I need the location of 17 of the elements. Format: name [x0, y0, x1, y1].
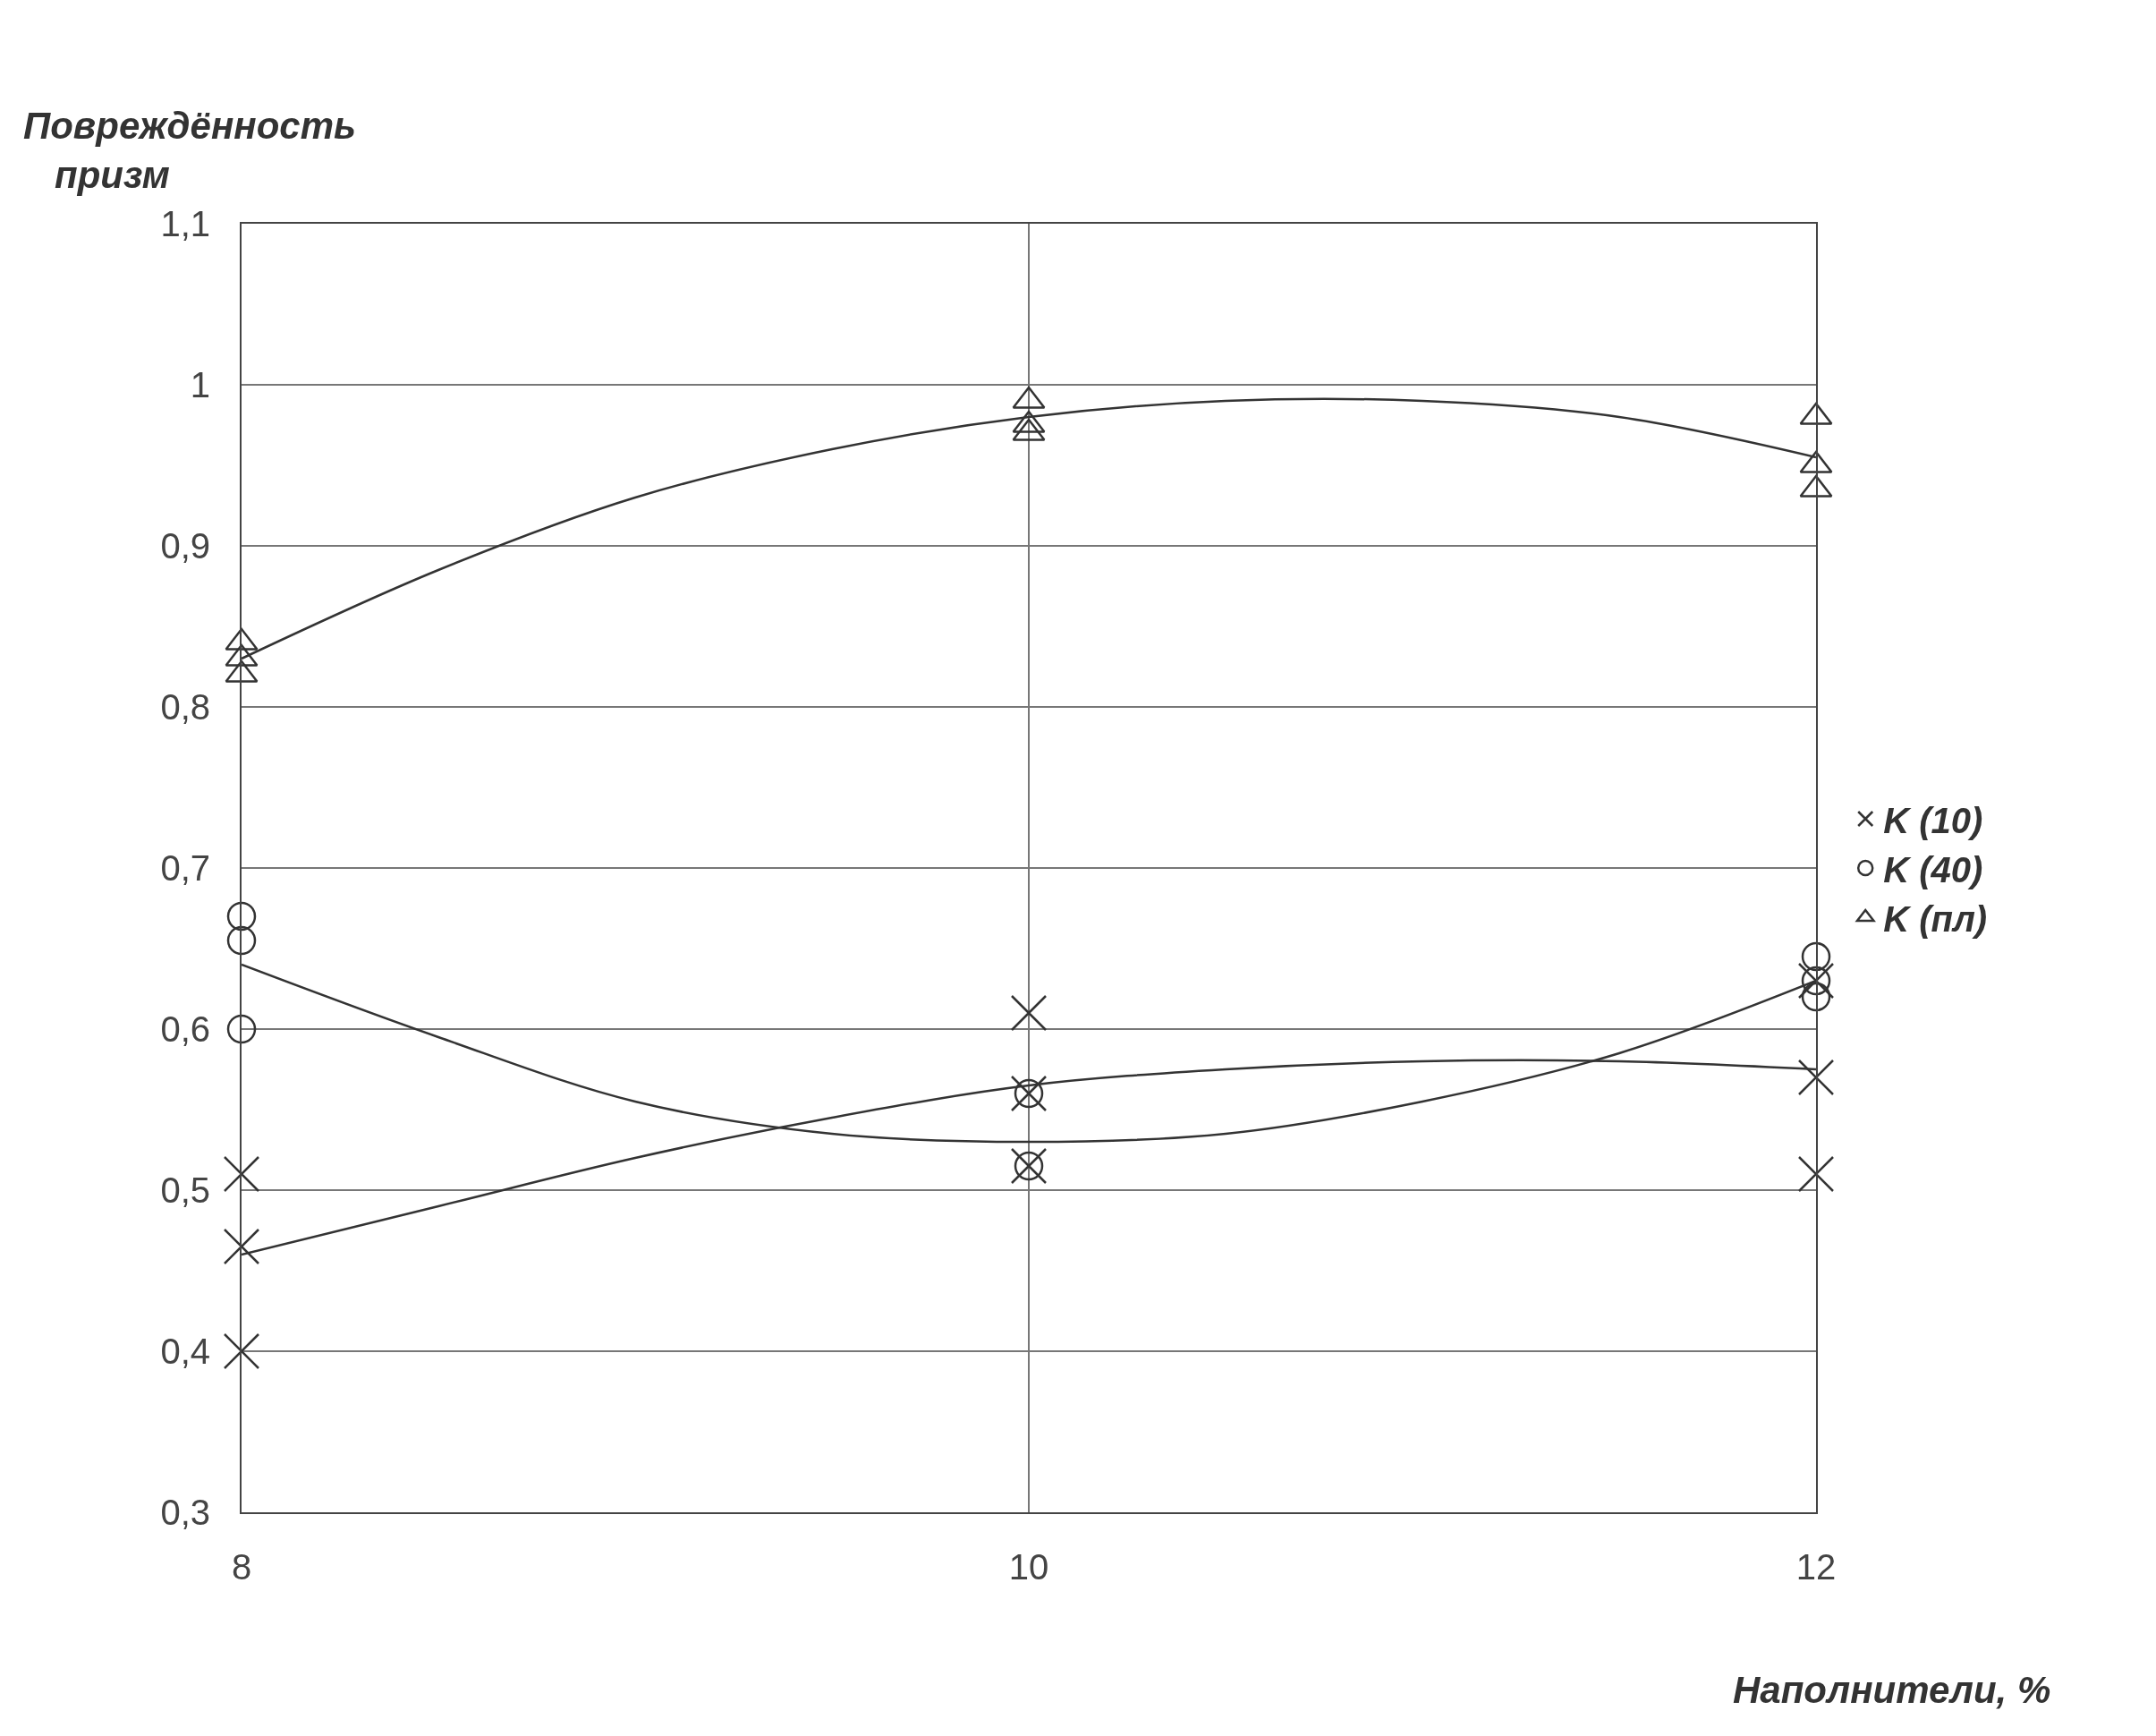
y-tick-label: 0,9: [160, 526, 210, 566]
y-tick-label: 1: [190, 365, 210, 404]
y-tick-label: 0,3: [160, 1493, 210, 1532]
x-tick-label: 12: [1795, 1547, 1837, 1587]
y-tick-label: 0,6: [160, 1009, 210, 1049]
y-axis-title: Повреждённость призм: [23, 105, 356, 196]
x-tick-label: 10: [1008, 1547, 1049, 1587]
y-tick-label: 0,8: [160, 687, 210, 727]
x-axis-title: Наполнители, %: [1733, 1669, 2051, 1711]
y-tick-label: 1,1: [160, 204, 210, 243]
legend-label: K (пл): [1883, 898, 1988, 939]
y-tick-label: 0,7: [160, 848, 210, 888]
x-tick-label: 8: [231, 1547, 252, 1587]
y-tick-label: 0,5: [160, 1170, 210, 1210]
y-tick-label: 0,4: [160, 1332, 210, 1371]
legend-label: K (10): [1883, 800, 1983, 840]
legend-label: K (40): [1883, 849, 1983, 889]
